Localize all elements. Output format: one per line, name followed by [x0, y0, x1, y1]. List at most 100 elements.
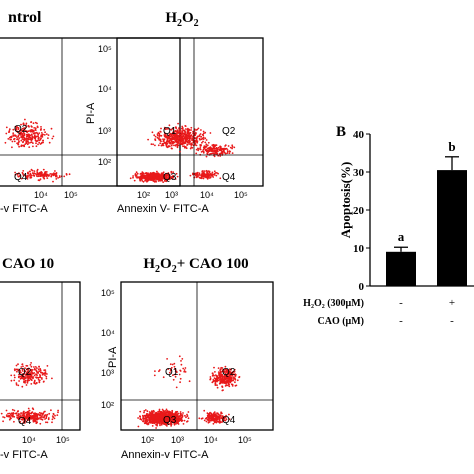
scatter-dot — [30, 139, 33, 141]
scatter-dot — [26, 176, 29, 179]
scatter-dot — [26, 365, 29, 367]
scatter-dot — [226, 150, 229, 153]
scatter-dot — [20, 416, 23, 419]
scatter-dot — [16, 417, 19, 419]
scatter-dot — [13, 379, 16, 382]
panel-title-cao10: CAO 10 — [2, 256, 54, 272]
scatter-dot — [165, 174, 168, 176]
scatter-dot — [214, 382, 217, 385]
scatter-dot — [164, 412, 167, 415]
scatter-dot — [185, 128, 187, 130]
scatter-dot — [152, 179, 155, 182]
scatter-dot — [195, 152, 198, 155]
scatter-dot — [160, 418, 163, 421]
scatter-dot — [186, 420, 188, 423]
scatter-dot — [228, 385, 231, 388]
scatter-dot — [22, 174, 25, 176]
scatter-dot — [165, 177, 168, 180]
scatter-dot — [209, 176, 212, 179]
scatter-dot — [148, 411, 151, 413]
scatter-dot — [53, 417, 56, 420]
scatter-dot — [160, 134, 163, 137]
flow-panel-h2o2-cao100: H2O2+ CAO 100 Q1 Q2 Q3 Q4 10⁵ 10⁴ 10³ 10… — [101, 256, 274, 461]
scatter-dot — [162, 417, 165, 419]
y-tick-label: 10³ — [98, 126, 111, 136]
scatter-dot — [172, 175, 175, 177]
scatter-dot — [230, 373, 233, 375]
scatter-dot — [224, 372, 227, 375]
scatter-dot — [16, 173, 19, 176]
scatter-dot — [153, 411, 156, 413]
scatter-dot — [162, 176, 164, 179]
scatter-dot — [209, 146, 212, 149]
scatter-dot — [17, 134, 20, 137]
scatter-dot — [206, 144, 209, 147]
scatter-dot — [173, 132, 176, 135]
scatter-dot — [36, 170, 38, 172]
scatter-dot — [37, 372, 40, 374]
scatter-dot — [18, 137, 21, 140]
scatter-dot — [199, 148, 202, 151]
scatter-dot — [159, 142, 162, 145]
scatter-dot — [144, 179, 147, 182]
scatter-dot — [163, 175, 166, 178]
scatter-dot — [218, 382, 221, 385]
scatter-dot — [183, 419, 186, 422]
scatter-dot — [213, 149, 216, 152]
scatter-dot — [149, 417, 152, 420]
scatter-dot — [223, 151, 226, 154]
scatter-dot — [217, 150, 219, 153]
scatter-dot — [207, 141, 210, 144]
scatter-dot — [39, 368, 42, 370]
scatter-dot — [206, 153, 209, 156]
scatter-dot — [224, 416, 227, 419]
scatter-dot — [231, 147, 234, 150]
scatter-dot — [200, 138, 203, 141]
scatter-dot — [29, 172, 32, 175]
scatter-dot — [217, 371, 220, 373]
scatter-dot — [43, 174, 45, 177]
scatter-dot — [39, 128, 42, 131]
scatter-dot — [216, 386, 219, 389]
scatter-dot — [165, 408, 168, 411]
scatter-dot — [150, 143, 153, 146]
scatter-dot — [25, 420, 28, 423]
scatter-dot — [223, 371, 226, 373]
bar — [437, 170, 467, 286]
quadrant-label-q3: Q3 — [163, 172, 177, 183]
scatter-dot — [200, 151, 203, 153]
scatter-dot — [168, 124, 171, 127]
scatter-dot — [230, 380, 233, 382]
scatter-dot — [164, 417, 167, 420]
scatter-dot — [223, 419, 226, 422]
x-tick-label: 10⁴ — [22, 435, 36, 445]
scatter-dot — [162, 138, 164, 141]
scatter-dot — [171, 363, 174, 366]
scatter-dot — [29, 138, 31, 141]
scatter-dot — [25, 133, 28, 136]
scatter-dot — [25, 140, 28, 143]
scatter-dot — [52, 174, 55, 177]
scatter-dot — [217, 377, 220, 379]
scatter-dot — [23, 378, 25, 381]
y-tick-label: 10³ — [101, 368, 114, 378]
scatter-dot — [189, 174, 192, 177]
scatter-dot — [153, 374, 156, 377]
scatter-dot — [42, 176, 45, 179]
scatter-dot — [17, 376, 20, 379]
scatter-dot — [11, 415, 14, 418]
scatter-dot — [38, 141, 41, 144]
scatter-dot — [213, 380, 215, 382]
scatter-dot — [171, 419, 173, 422]
treatment-row-value: - — [450, 315, 454, 327]
scatter-dot — [30, 141, 33, 144]
scatter-dot — [14, 369, 16, 372]
y-tick-label: 10⁵ — [98, 44, 112, 54]
scatter-dot — [190, 143, 193, 146]
scatter-dot — [220, 417, 223, 420]
scatter-dot — [45, 133, 48, 136]
scatter-dot — [159, 179, 162, 182]
scatter-dot — [16, 138, 18, 141]
scatter-dot — [49, 173, 52, 175]
